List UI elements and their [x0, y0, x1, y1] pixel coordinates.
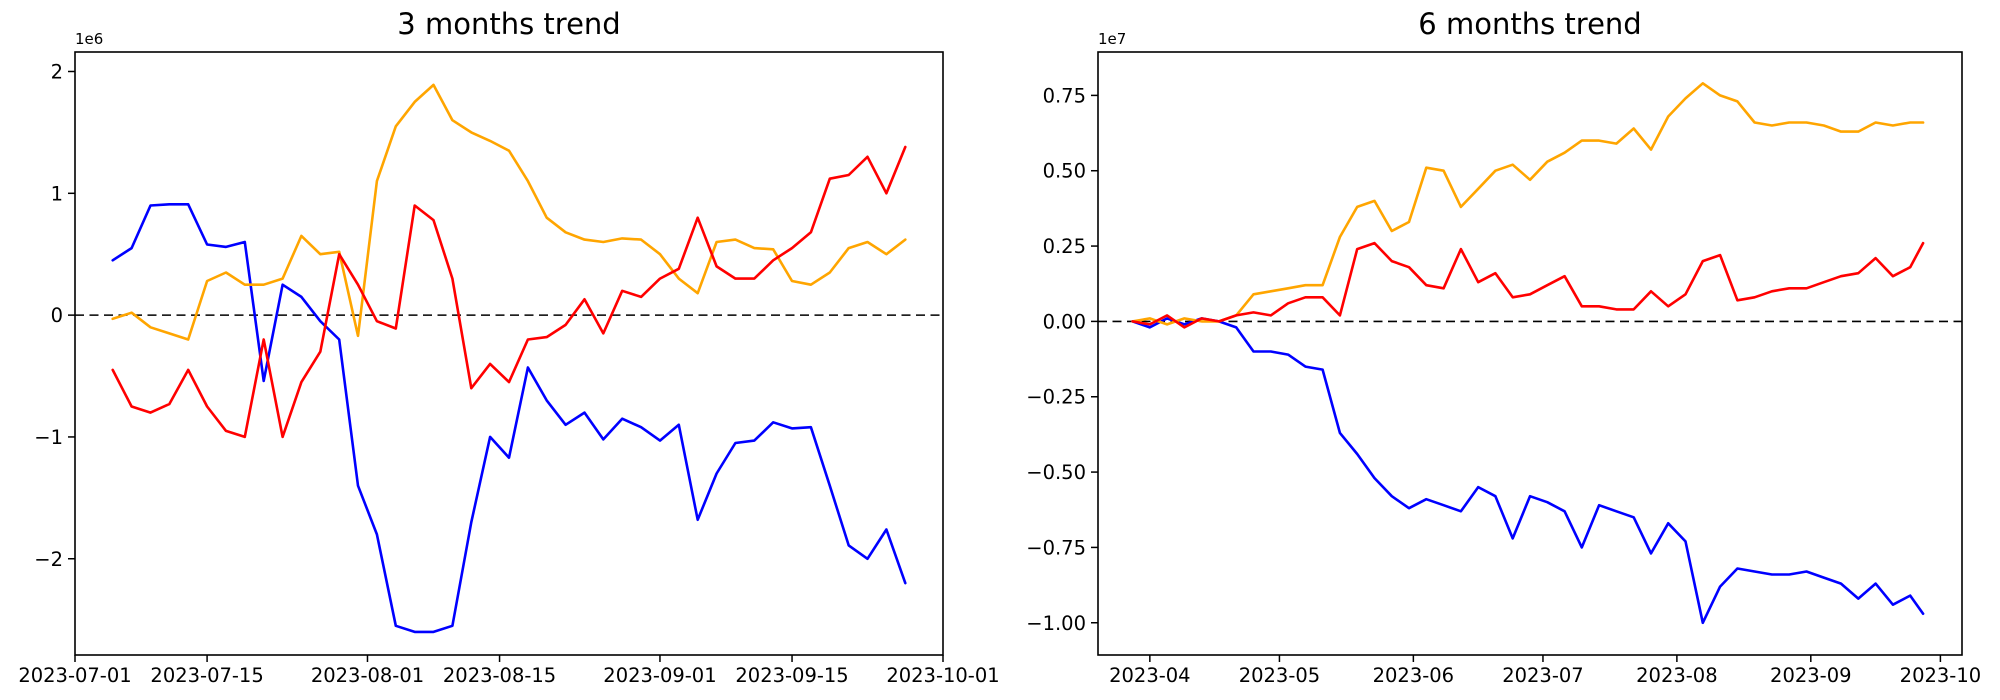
chart-title: 3 months trend — [397, 7, 620, 41]
chart-panel-3-months: 3 months trend 1e6 2023-07-01 2023-07-15 2… — [18, 7, 1000, 687]
x-tick-label: 2023-07-15 — [150, 664, 263, 687]
x-tick-label: 2023-07-01 — [18, 664, 131, 687]
plot-area-border — [74, 51, 944, 656]
plot-area: 2023-04 2023-05 2023-06 2023-07 2023-08 2023-… — [1026, 51, 1981, 687]
y-tick-label: −1.00 — [1026, 612, 1086, 635]
axis-offset-label: 1e7 — [1098, 30, 1126, 48]
x-tick-label: 2023-08-01 — [311, 664, 424, 687]
y-tick-label: −0.25 — [1026, 386, 1086, 409]
y-tick-label: 0.75 — [1043, 84, 1086, 107]
plot-area: 2023-07-01 2023-07-15 2023-08-01 2023-08-15… — [18, 51, 1000, 687]
y-tick-label: 2 — [51, 60, 63, 83]
axis-offset-label: 1e6 — [75, 30, 103, 48]
y-tick-label: −0.75 — [1026, 536, 1086, 559]
line-chart-6-months: 6 months trend 1e7 2023-04 2023-05 2023-06… — [1026, 7, 1981, 687]
y-tick-label: −2 — [34, 548, 63, 571]
y-tick-label: −1 — [34, 426, 63, 449]
x-tick-label: 2023-09 — [1770, 664, 1851, 687]
series-line-blue — [1131, 317, 1925, 625]
chart-panel-6-months: 6 months trend 1e7 2023-04 2023-05 2023-06… — [1000, 0, 2000, 700]
x-tick-label: 2023-08 — [1636, 664, 1717, 687]
series-line-orange — [1131, 82, 1925, 326]
y-tick-label: 0.25 — [1043, 235, 1086, 258]
x-tick-label: 2023-08-15 — [443, 664, 556, 687]
series-line-orange — [111, 83, 907, 341]
x-tick-label: 2023-07 — [1502, 664, 1583, 687]
y-tick-label: 0 — [51, 304, 63, 327]
x-tick-label: 2023-09-15 — [735, 664, 848, 687]
plot-area-border — [1097, 51, 1963, 656]
y-tick-label: 0.00 — [1043, 310, 1086, 333]
y-tick-label: 1 — [51, 182, 63, 205]
x-tick-label: 2023-06 — [1373, 664, 1454, 687]
x-tick-label: 2023-04 — [1109, 664, 1190, 687]
y-tick-label: −0.50 — [1026, 461, 1086, 484]
series-line-red — [1131, 241, 1925, 329]
x-tick-label: 2023-10-01 — [886, 664, 999, 687]
chart-title: 6 months trend — [1418, 7, 1641, 41]
y-tick-label: 0.50 — [1043, 160, 1086, 183]
series-line-red — [111, 145, 907, 439]
line-chart-3-months: 3 months trend 1e6 2023-07-01 2023-07-15 2… — [18, 7, 1000, 687]
x-tick-label: 2023-09-01 — [603, 664, 716, 687]
series-line-blue — [111, 203, 907, 634]
x-tick-label: 2023-10 — [1900, 664, 1981, 687]
x-tick-label: 2023-05 — [1239, 664, 1320, 687]
